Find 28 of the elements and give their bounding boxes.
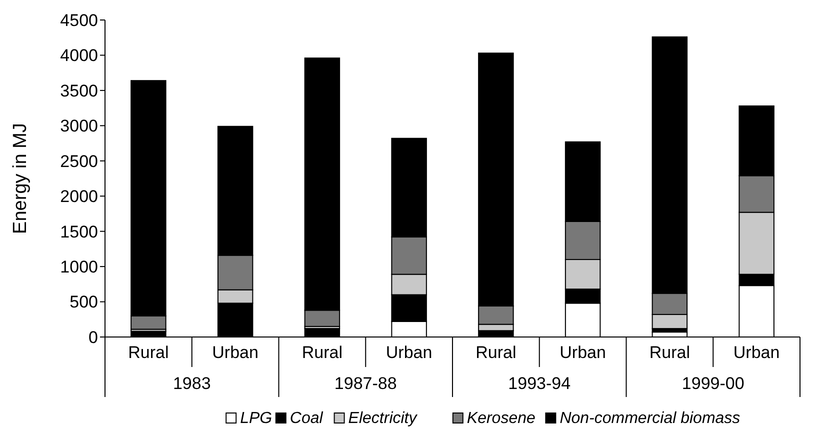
legend-label: Coal bbox=[290, 410, 324, 427]
legend-label: Non-commercial biomass bbox=[560, 410, 740, 427]
legend-label: Kerosene bbox=[466, 410, 536, 427]
text: 1993-94 bbox=[508, 374, 571, 393]
x-tick-label: Rural bbox=[476, 343, 516, 362]
legend-label: Electricity bbox=[348, 410, 418, 427]
y-tick-label: 0 bbox=[88, 328, 98, 347]
y-tick-label: 1000 bbox=[60, 258, 98, 277]
y-tick-label: 4500 bbox=[60, 10, 98, 30]
x-tick-label: Rural bbox=[128, 343, 169, 362]
y-tick-label: 2000 bbox=[60, 187, 98, 206]
x-tick-label: Urban bbox=[212, 343, 258, 362]
y-tick-label: 2500 bbox=[60, 152, 98, 171]
text: 1983 bbox=[172, 374, 211, 393]
x-tick-label: Urban bbox=[733, 343, 780, 362]
y-tick-label: 4000 bbox=[60, 46, 98, 66]
x-tick-label: Rural bbox=[649, 343, 690, 362]
legend-label: LPG bbox=[240, 410, 272, 427]
text: 1987-88 bbox=[334, 374, 397, 393]
y-tick-label: 3500 bbox=[60, 81, 98, 100]
x-tick-label: Urban bbox=[386, 343, 432, 362]
y-tick-label: 500 bbox=[70, 292, 98, 312]
y-tick-label: 1500 bbox=[60, 222, 98, 242]
y-tick-label: 3000 bbox=[60, 116, 98, 136]
x-tick-label: Rural bbox=[302, 343, 342, 362]
x-tick-label: Urban bbox=[560, 343, 606, 362]
y-axis-title: Energy in MJ bbox=[10, 123, 31, 234]
text: 1999-00 bbox=[682, 374, 744, 393]
